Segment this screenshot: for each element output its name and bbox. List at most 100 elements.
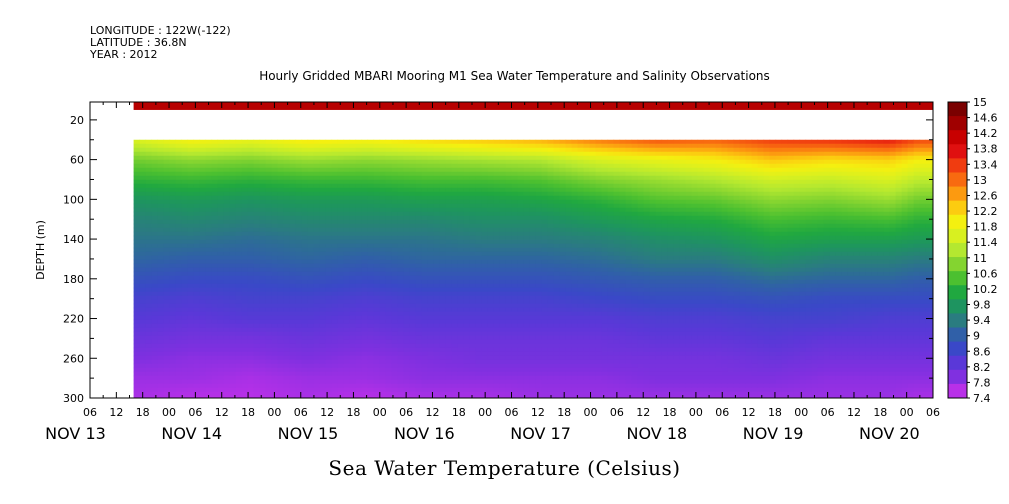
temperature-cell: [319, 331, 327, 337]
temperature-cell: [259, 335, 267, 341]
temperature-cell: [361, 375, 369, 381]
temperature-cell: [259, 323, 267, 329]
temperature-cell: [289, 363, 297, 369]
temperature-cell: [541, 247, 549, 253]
temperature-cell: [355, 227, 363, 233]
temperature-cell: [403, 231, 411, 237]
temperature-cell: [271, 331, 279, 337]
temperature-cell: [133, 279, 141, 285]
temperature-cell: [259, 383, 267, 389]
temperature-cell: [313, 295, 321, 301]
temperature-cell: [289, 207, 297, 213]
temperature-cell: [487, 155, 495, 161]
temperature-cell: [319, 191, 327, 197]
temperature-cell: [355, 287, 363, 293]
temperature-cell: [337, 367, 345, 373]
temperature-cell: [247, 279, 255, 285]
temperature-cell: [439, 343, 447, 349]
temperature-cell: [427, 271, 435, 277]
temperature-cell: [271, 379, 279, 385]
temperature-cell: [337, 307, 345, 313]
temperature-cell: [175, 207, 183, 213]
temperature-cell: [355, 359, 363, 365]
temperature-cell: [253, 367, 261, 373]
temperature-cell: [331, 151, 339, 157]
temperature-cell: [175, 271, 183, 277]
temperature-cell: [217, 247, 225, 253]
temperature-cell: [175, 351, 183, 357]
temperature-cell: [367, 323, 375, 329]
temperature-cell: [181, 287, 189, 293]
temperature-cell: [307, 315, 315, 321]
temperature-cell: [139, 347, 147, 353]
temperature-cell: [331, 375, 339, 381]
temperature-cell: [505, 283, 513, 289]
temperature-cell: [355, 251, 363, 257]
temperature-cell: [169, 359, 177, 365]
temperature-cell: [415, 223, 423, 229]
temperature-cell: [487, 163, 495, 169]
temperature-cell: [535, 147, 543, 153]
temperature-cell: [469, 371, 477, 377]
temperature-cell: [373, 219, 381, 225]
temperature-cell: [265, 227, 273, 233]
temperature-cell: [229, 295, 237, 301]
temperature-cell: [247, 355, 255, 361]
temperature-cell: [415, 151, 423, 157]
temperature-cell: [259, 179, 267, 185]
temperature-cell: [217, 303, 225, 309]
temperature-cell: [367, 251, 375, 257]
temperature-cell: [391, 347, 399, 353]
temperature-cell: [565, 371, 573, 377]
temperature-cell: [163, 151, 171, 157]
temperature-cell: [559, 235, 567, 241]
temperature-cell: [181, 263, 189, 269]
temperature-cell: [283, 199, 291, 205]
temperature-cell: [373, 195, 381, 201]
temperature-cell: [247, 191, 255, 197]
temperature-cell: [337, 247, 345, 253]
temperature-cell: [337, 287, 345, 293]
temperature-cell: [211, 287, 219, 293]
temperature-cell: [277, 351, 285, 357]
temperature-cell: [535, 291, 543, 297]
temperature-cell: [517, 383, 525, 389]
temperature-cell: [211, 243, 219, 249]
temperature-cell: [391, 379, 399, 385]
temperature-cell: [241, 331, 249, 337]
temperature-cell: [289, 299, 297, 305]
temperature-cell: [559, 243, 567, 249]
temperature-cell: [169, 335, 177, 341]
temperature-cell: [379, 155, 387, 161]
temperature-cell: [181, 195, 189, 201]
temperature-cell: [511, 155, 519, 161]
temperature-cell: [379, 311, 387, 317]
temperature-cell: [259, 367, 267, 373]
temperature-cell: [451, 159, 459, 165]
temperature-cell: [529, 191, 537, 197]
temperature-cell: [241, 279, 249, 285]
temperature-cell: [577, 271, 585, 277]
temperature-cell: [463, 195, 471, 201]
temperature-cell: [181, 191, 189, 197]
temperature-cell: [247, 351, 255, 357]
temperature-cell: [337, 243, 345, 249]
temperature-cell: [361, 251, 369, 257]
temperature-cell: [205, 379, 213, 385]
temperature-cell: [355, 367, 363, 373]
temperature-cell: [415, 227, 423, 233]
temperature-cell: [559, 387, 567, 393]
temperature-cell: [133, 183, 141, 189]
temperature-cell: [475, 171, 483, 177]
temperature-cell: [307, 183, 315, 189]
temperature-cell: [235, 283, 243, 289]
temperature-cell: [457, 299, 465, 305]
temperature-cell: [187, 287, 195, 293]
temperature-cell: [469, 159, 477, 165]
temperature-cell: [187, 271, 195, 277]
temperature-cell: [343, 199, 351, 205]
temperature-cell: [211, 235, 219, 241]
temperature-cell: [523, 379, 531, 385]
temperature-cell: [247, 231, 255, 237]
temperature-cell: [517, 179, 525, 185]
